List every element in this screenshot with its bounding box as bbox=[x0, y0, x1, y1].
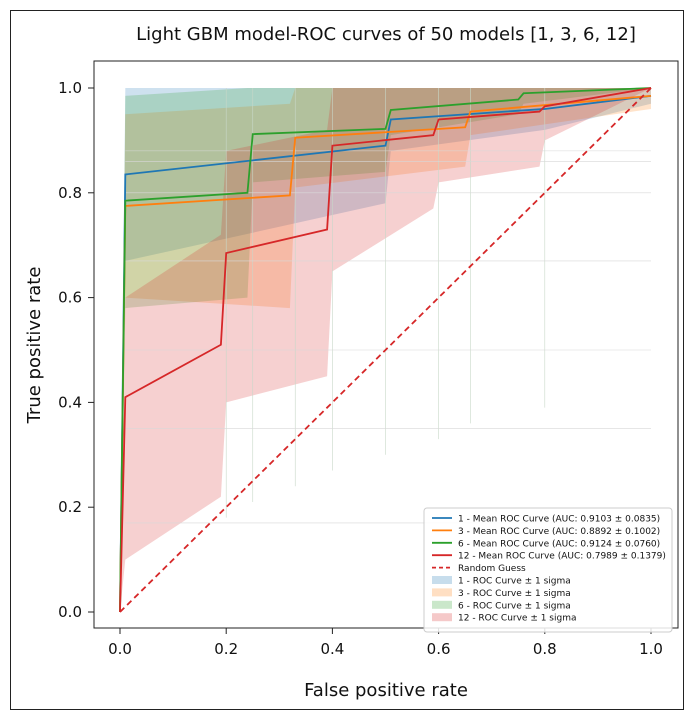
random-guess-line bbox=[119, 87, 652, 613]
legend-entry: 3 - ROC Curve ± 1 sigma bbox=[458, 589, 571, 599]
y-tick-label: 0.0 bbox=[58, 603, 82, 621]
y-tick-label: 0.6 bbox=[58, 289, 82, 307]
y-tick-label: 0.2 bbox=[58, 498, 82, 516]
x-axis-label: False positive rate bbox=[304, 680, 468, 701]
x-tick-label: 0.0 bbox=[108, 640, 132, 658]
x-axis: 0.0 0.2 0.4 0.6 0.8 1.0 bbox=[108, 628, 663, 658]
legend-entry: 6 - ROC Curve ± 1 sigma bbox=[458, 601, 571, 611]
y-axis: 0.0 0.2 0.4 0.6 0.8 1.0 bbox=[58, 79, 94, 621]
y-tick-label: 0.4 bbox=[58, 393, 82, 411]
roc-band bbox=[120, 88, 651, 612]
mean-roc-line bbox=[119, 87, 652, 613]
x-tick-label: 0.8 bbox=[533, 640, 557, 658]
y-axis-label: True positive rate bbox=[24, 267, 45, 425]
x-tick-label: 0.6 bbox=[427, 640, 451, 658]
chart-title: Light GBM model-ROC curves of 50 models … bbox=[136, 24, 636, 45]
y-tick-label: 1.0 bbox=[58, 79, 82, 97]
individual-model-curves bbox=[125, 88, 651, 524]
x-tick-label: 0.4 bbox=[320, 640, 344, 658]
legend-swatch bbox=[432, 613, 452, 622]
legend-entry: 12 - ROC Curve ± 1 sigma bbox=[458, 614, 577, 624]
legend-swatch bbox=[432, 588, 452, 597]
legend-entry: 1 - Mean ROC Curve (AUC: 0.9103 ± 0.0835… bbox=[458, 515, 660, 525]
legend-swatch bbox=[432, 576, 452, 584]
legend-entry: 6 - Mean ROC Curve (AUC: 0.9124 ± 0.0760… bbox=[458, 539, 660, 549]
legend-entry: 12 - Mean ROC Curve (AUC: 0.7989 ± 0.137… bbox=[458, 552, 666, 562]
x-tick-label: 1.0 bbox=[639, 640, 663, 658]
mean-roc-curves bbox=[119, 87, 652, 613]
legend-box bbox=[423, 507, 673, 633]
y-tick-label: 0.8 bbox=[58, 184, 82, 202]
legend: 1 - Mean ROC Curve (AUC: 0.9103 ± 0.0835… bbox=[423, 507, 673, 633]
x-tick-label: 0.2 bbox=[214, 640, 238, 658]
legend-entry: 1 - ROC Curve ± 1 sigma bbox=[458, 577, 571, 587]
mean-roc-line bbox=[119, 87, 652, 613]
legend-entry: Random Guess bbox=[458, 564, 526, 574]
legend-entry: 3 - Mean ROC Curve (AUC: 0.8892 ± 0.1002… bbox=[458, 527, 660, 537]
legend-swatch bbox=[432, 600, 452, 609]
